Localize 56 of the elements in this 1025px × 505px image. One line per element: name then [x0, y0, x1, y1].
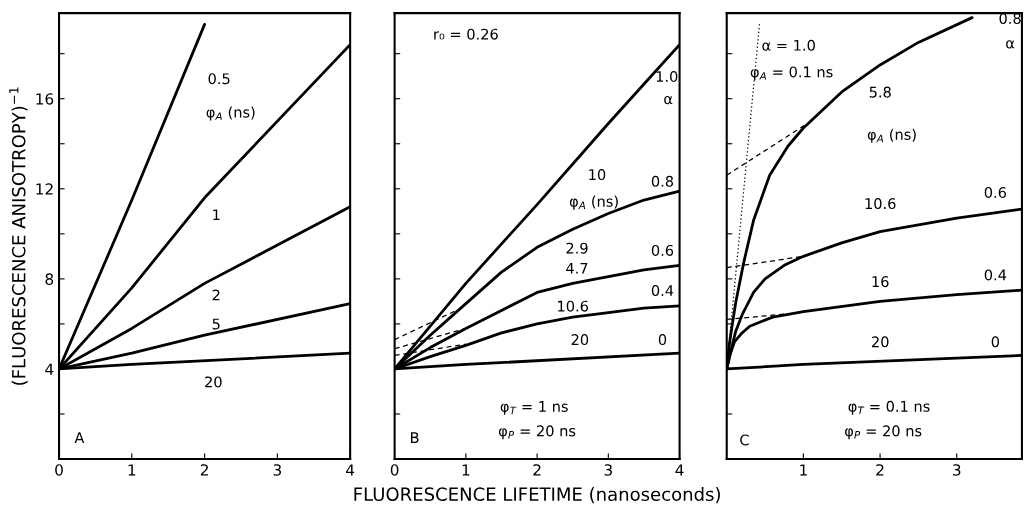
x-tick-label: 1: [128, 464, 136, 476]
x-tick-label: 3: [604, 464, 612, 476]
annotation: φ$_{A}$ (ns): [569, 195, 618, 210]
x-tick-label: 2: [533, 464, 541, 476]
annotation: 5: [212, 318, 220, 330]
annotation: φ$_{A}$ = 0.1 ns: [750, 66, 833, 81]
annotation: φ$_{P}$ = 20 ns: [845, 425, 922, 440]
annotation: 0.5: [208, 73, 230, 85]
annotation: 0.4: [651, 285, 674, 297]
annotation: φ$_{P}$ = 20 ns: [498, 425, 576, 440]
x-tick-label: 1: [462, 464, 470, 476]
annotation: 5.8: [869, 86, 891, 98]
annotation: α: [664, 95, 673, 105]
y-tick-label: 16: [36, 93, 54, 105]
y-tick-label: 12: [36, 183, 53, 195]
x-tick-label: 0: [390, 464, 399, 476]
annotation: 1: [213, 209, 220, 221]
y-tick-label: 8: [45, 273, 54, 285]
annotation: α: [1006, 40, 1015, 49]
annotation: 0: [658, 334, 667, 346]
annotation: C: [740, 434, 749, 446]
annotation: 16: [872, 276, 889, 288]
annotation: 1.0: [656, 70, 678, 83]
x-tick-label: 1: [800, 464, 807, 476]
y-tick-label: 4: [45, 363, 54, 375]
x-tick-label: 4: [675, 464, 684, 476]
annotation: 4.7: [566, 262, 588, 274]
annotation: 20: [571, 334, 589, 346]
annotation: 10.6: [558, 300, 589, 312]
annotation: φ$_{T}$ = 0.1 ns: [848, 400, 930, 415]
y-axis-title: (FLUORESCENCE ANISOTROPY)$^{−1}$: [9, 87, 28, 385]
annotation: 10: [589, 169, 606, 181]
annotation: 20: [205, 376, 222, 388]
x-tick-label: 0: [55, 464, 63, 476]
annotation: α = 1.0: [762, 39, 815, 51]
annotation: 2.9: [566, 242, 588, 254]
annotation: 0.8: [651, 175, 674, 187]
annotation: 2: [212, 289, 220, 301]
annotation: φ$_{A}$ (ns): [206, 106, 255, 121]
annotation: 0.6: [984, 186, 1007, 198]
annotation: 20: [872, 336, 889, 348]
x-tick-label: 4: [346, 464, 355, 476]
x-axis-title: FLUORESCENCE LIFETIME (nanoseconds): [354, 487, 720, 504]
annotation: 0.4: [984, 269, 1007, 281]
x-tick-label: 2: [876, 464, 884, 476]
x-tick-label: 3: [953, 464, 961, 476]
annotation: 10.6: [865, 198, 896, 210]
annotation: 0.6: [651, 244, 674, 256]
annotation: φ$_{A}$ (ns): [867, 128, 916, 143]
annotation: B: [411, 432, 419, 443]
annotation: 0: [991, 336, 1000, 348]
annotation: r₀ = 0.26: [434, 28, 498, 40]
annotation: A: [74, 432, 85, 443]
x-tick-label: 3: [273, 464, 281, 476]
x-tick-label: 2: [200, 464, 208, 476]
annotation: φ$_{T}$ = 1 ns: [500, 401, 568, 415]
